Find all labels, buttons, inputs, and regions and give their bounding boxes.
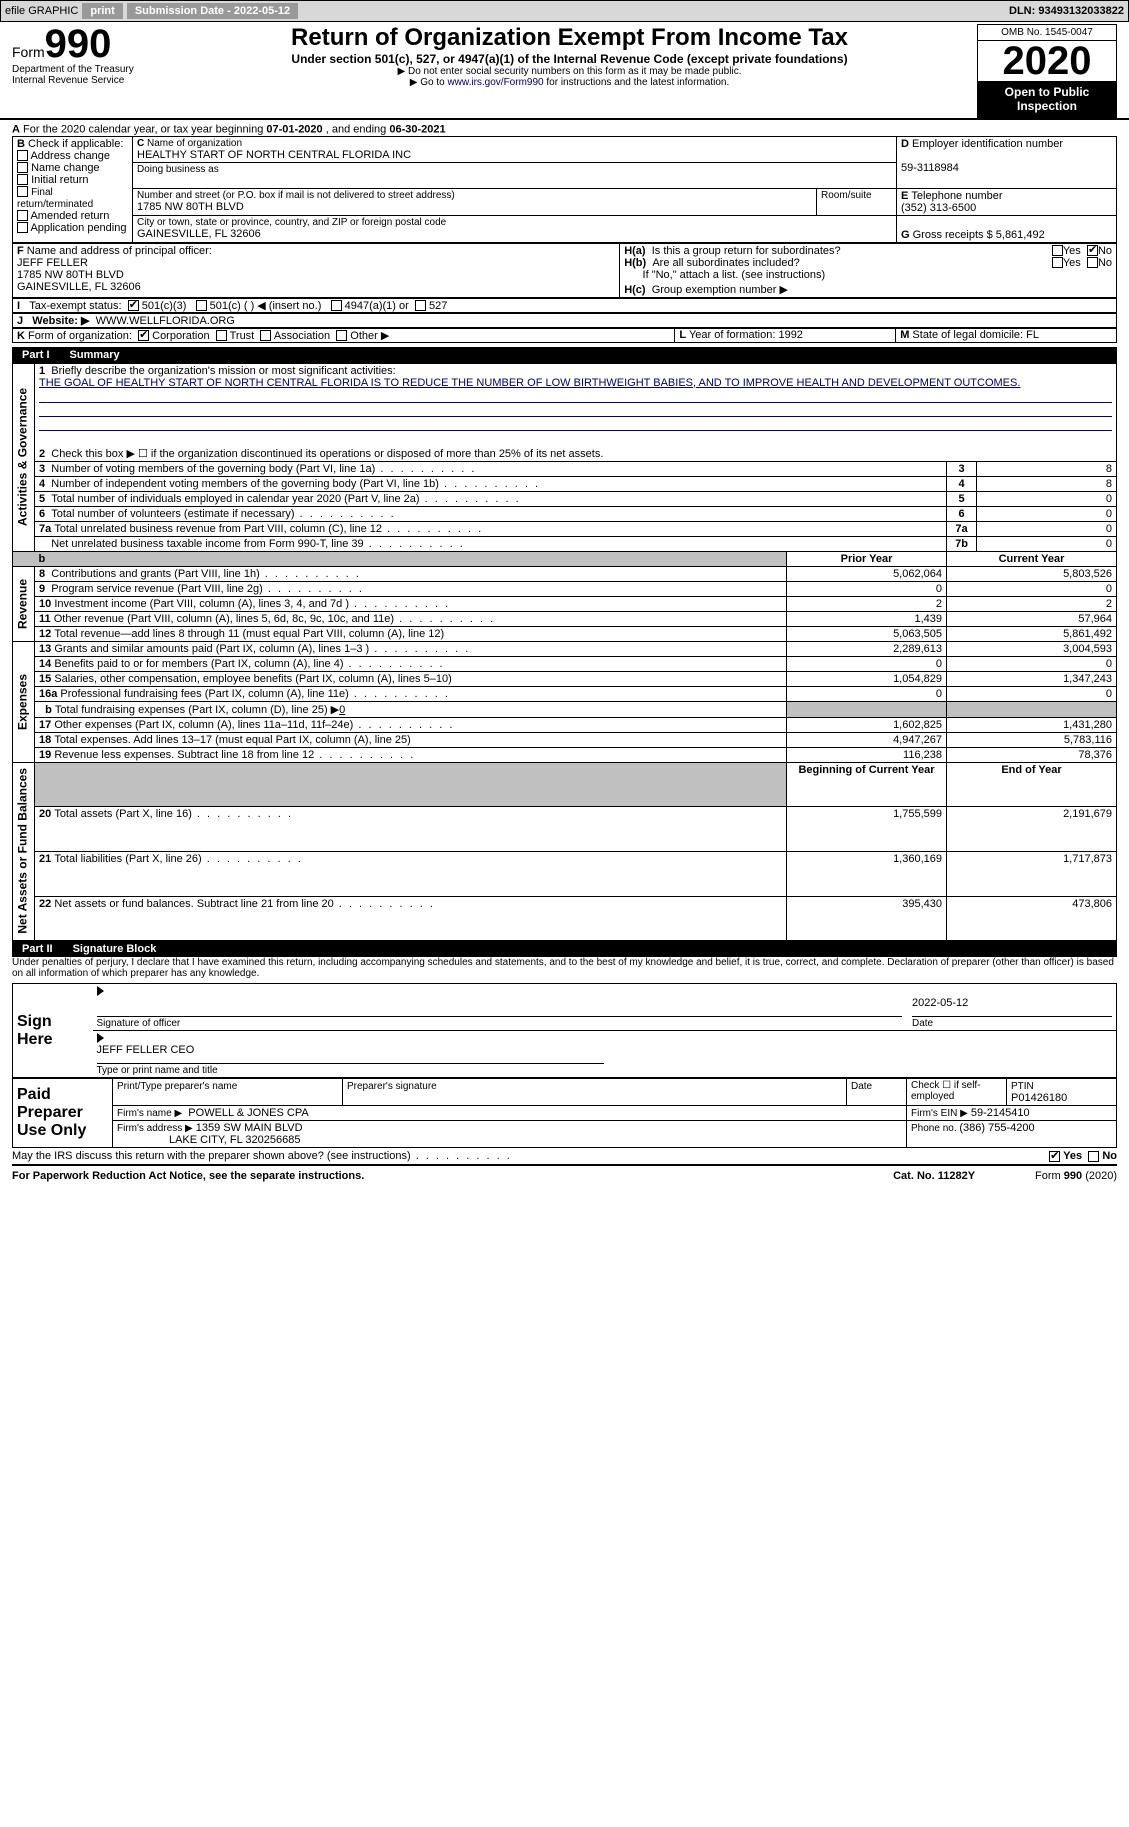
firm-ein: 59-2145410 <box>971 1107 1030 1119</box>
final-return-checkbox[interactable] <box>17 186 28 197</box>
address-change-checkbox[interactable] <box>17 150 28 161</box>
application-pending-checkbox[interactable] <box>17 222 28 233</box>
gov-line-4: 4 Number of independent voting members o… <box>13 476 1117 491</box>
state-domicile: FL <box>1026 329 1039 341</box>
page-footer: For Paperwork Reduction Act Notice, see … <box>0 1168 1129 1184</box>
trust-checkbox[interactable] <box>216 330 227 341</box>
ha-no-checkbox[interactable] <box>1087 245 1098 256</box>
discuss-no-checkbox[interactable] <box>1088 1151 1099 1162</box>
efile-label: efile GRAPHIC <box>5 5 78 17</box>
efile-topbar: efile GRAPHIC print Submission Date - 20… <box>0 0 1129 22</box>
paid-preparer-label: Paid Preparer Use Only <box>13 1079 113 1148</box>
assoc-checkbox[interactable] <box>260 330 271 341</box>
gov-line-3: 3 Number of voting members of the govern… <box>13 461 1117 476</box>
initial-return-checkbox[interactable] <box>17 174 28 185</box>
org-name: HEALTHY START OF NORTH CENTRAL FLORIDA I… <box>137 149 892 161</box>
revenue-label: Revenue <box>13 566 35 641</box>
hb-yes-checkbox[interactable] <box>1052 257 1063 268</box>
website-link[interactable]: WWW.WELLFLORIDA.ORG <box>96 315 235 327</box>
firm-address: 1359 SW MAIN BLVD <box>196 1122 303 1134</box>
irs-link[interactable]: www.irs.gov/Form990 <box>447 77 543 88</box>
pointer-icon <box>97 1033 104 1043</box>
open-to-public: Open to Public Inspection <box>978 81 1116 117</box>
firm-name: POWELL & JONES CPA <box>188 1107 308 1119</box>
year-formation: 1992 <box>778 329 802 341</box>
part-i-header: Part I Summary <box>12 347 1117 363</box>
net-assets-label: Net Assets or Fund Balances <box>13 762 35 941</box>
officer-name: JEFF FELLER <box>17 257 88 269</box>
ptin: P01426180 <box>1011 1092 1067 1104</box>
department: Department of the Treasury Internal Reve… <box>12 64 162 86</box>
form-subtitle-1: Under section 501(c), 527, or 4947(a)(1)… <box>168 52 971 66</box>
signer-name: JEFF FELLER CEO <box>97 1044 605 1064</box>
tax-year: 2020 <box>978 41 1116 81</box>
part-ii-header: Part II Signature Block <box>12 941 1117 957</box>
hb-no-checkbox[interactable] <box>1087 257 1098 268</box>
form-header: Form990 Department of the Treasury Inter… <box>0 22 1129 120</box>
paid-preparer-table: Paid Preparer Use Only Print/Type prepar… <box>12 1078 1117 1148</box>
4947-checkbox[interactable] <box>331 300 342 311</box>
amended-return-checkbox[interactable] <box>17 210 28 221</box>
gross-receipts: 5,861,492 <box>996 229 1045 241</box>
gov-line-6: 6 Total number of volunteers (estimate i… <box>13 506 1117 521</box>
perjury-declaration: Under penalties of perjury, I declare th… <box>12 957 1117 979</box>
form-subtitle-3: ▶ Go to www.irs.gov/Form990 for instruct… <box>168 77 971 88</box>
ha-yes-checkbox[interactable] <box>1052 245 1063 256</box>
telephone: (352) 313-6500 <box>901 202 976 214</box>
entity-info-table: B Check if applicable: Address change Na… <box>12 136 1117 243</box>
name-change-checkbox[interactable] <box>17 162 28 173</box>
other-checkbox[interactable] <box>336 330 347 341</box>
gov-line-7a: 7a Total unrelated business revenue from… <box>13 521 1117 536</box>
firm-phone: (386) 755-4200 <box>959 1122 1034 1134</box>
submission-date-button[interactable]: Submission Date - 2022-05-12 <box>127 3 298 19</box>
form-number: Form990 <box>12 24 162 64</box>
gov-line-5: 5 Total number of individuals employed i… <box>13 491 1117 506</box>
form-title: Return of Organization Exempt From Incom… <box>168 24 971 52</box>
pointer-icon <box>97 986 104 996</box>
sign-here-label: Sign Here <box>13 984 93 1078</box>
org-street: 1785 NW 80TH BLVD <box>137 201 812 213</box>
summary-table: Activities & Governance 1 Briefly descri… <box>12 363 1117 942</box>
org-city: GAINESVILLE, FL 32606 <box>137 228 892 240</box>
discuss-row: May the IRS discuss this return with the… <box>12 1150 1117 1166</box>
sign-date: 2022-05-12 <box>912 997 1112 1017</box>
discuss-yes-checkbox[interactable] <box>1049 1151 1060 1162</box>
form-subtitle-2: ▶ Do not enter social security numbers o… <box>168 66 971 77</box>
sign-here-table: Sign Here Signature of officer 2022-05-1… <box>12 983 1117 1078</box>
governance-label: Activities & Governance <box>13 363 35 551</box>
corp-checkbox[interactable] <box>138 330 149 341</box>
501c-checkbox[interactable] <box>196 300 207 311</box>
501c3-checkbox[interactable] <box>128 300 139 311</box>
ein: 59-3118984 <box>901 162 959 174</box>
officer-group-table: F Name and address of principal officer:… <box>12 243 1117 298</box>
527-checkbox[interactable] <box>415 300 426 311</box>
dln: DLN: 93493132033822 <box>1009 5 1124 17</box>
expenses-label: Expenses <box>13 641 35 762</box>
print-button[interactable]: print <box>82 3 122 19</box>
mission-text: THE GOAL OF HEALTHY START OF NORTH CENTR… <box>39 377 1020 389</box>
line-a-period: A For the 2020 calendar year, or tax yea… <box>0 120 1129 136</box>
gov-line-7b: Net unrelated business taxable income fr… <box>13 536 1117 551</box>
year-box: OMB No. 1545-0047 2020 Open to Public In… <box>977 24 1117 118</box>
